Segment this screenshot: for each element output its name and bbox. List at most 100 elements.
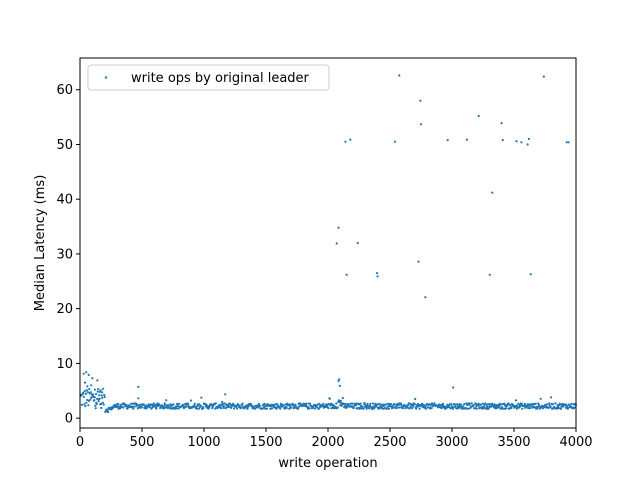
data-point	[241, 402, 244, 405]
data-point	[359, 402, 362, 405]
x-tick-label: 3500	[497, 435, 530, 450]
data-point	[282, 404, 285, 407]
data-point	[185, 405, 188, 408]
data-point	[92, 395, 95, 398]
data-point	[82, 391, 85, 394]
data-point	[177, 407, 180, 410]
data-point	[539, 397, 542, 400]
data-point	[452, 386, 455, 389]
data-point	[83, 390, 86, 393]
data-point	[308, 407, 311, 410]
data-point	[480, 403, 483, 406]
data-point	[136, 404, 139, 407]
data-point	[352, 406, 355, 410]
data-point	[100, 406, 103, 410]
data-point	[285, 406, 288, 410]
data-point	[384, 403, 387, 406]
data-point	[337, 226, 340, 229]
data-point	[85, 401, 88, 404]
data-point	[101, 401, 104, 404]
data-point	[163, 405, 166, 408]
data-point	[344, 140, 347, 143]
data-point	[327, 402, 330, 405]
data-point	[336, 406, 339, 409]
data-point	[550, 396, 553, 399]
data-point	[322, 402, 325, 405]
data-point	[126, 407, 129, 410]
data-point	[162, 407, 165, 410]
data-point	[477, 404, 480, 407]
data-point	[101, 391, 104, 394]
data-point	[324, 405, 327, 409]
data-point	[468, 402, 471, 405]
data-point	[288, 407, 291, 410]
data-point	[86, 391, 89, 394]
data-point	[98, 390, 101, 393]
data-point	[529, 407, 532, 410]
x-tick-label: 1500	[249, 435, 282, 450]
data-point	[417, 260, 420, 263]
data-point	[122, 406, 125, 409]
data-point	[559, 407, 563, 410]
data-point	[236, 407, 239, 410]
data-point	[137, 397, 140, 400]
data-point	[362, 407, 365, 410]
data-point	[102, 403, 105, 406]
data-point	[82, 372, 85, 375]
data-point	[487, 407, 490, 410]
data-point	[554, 402, 557, 405]
y-tick-label: 10	[56, 357, 73, 372]
data-point	[529, 273, 532, 276]
data-point	[514, 399, 518, 402]
data-point	[230, 406, 233, 409]
data-point	[83, 381, 87, 384]
data-point	[85, 389, 88, 392]
data-point	[308, 402, 312, 405]
data-point	[88, 388, 91, 391]
x-tick-label: 0	[76, 435, 84, 450]
data-point	[396, 406, 399, 409]
data-point	[221, 400, 224, 403]
data-point	[96, 390, 99, 393]
data-point	[472, 404, 475, 407]
data-point	[473, 407, 476, 410]
data-point	[200, 396, 203, 399]
data-point	[351, 402, 354, 405]
data-point	[328, 397, 331, 400]
data-point	[98, 397, 101, 400]
data-point	[233, 407, 236, 410]
data-point	[97, 388, 100, 391]
data-point	[378, 406, 382, 410]
data-point	[246, 407, 249, 410]
data-point	[520, 402, 523, 405]
data-point	[339, 399, 342, 402]
data-point	[570, 402, 573, 405]
data-point	[294, 404, 297, 407]
data-point	[82, 395, 85, 398]
data-point	[197, 407, 200, 410]
y-tick-label: 40	[56, 193, 73, 208]
data-point	[441, 402, 444, 405]
data-point	[189, 399, 193, 402]
data-point	[419, 123, 423, 126]
y-tick-label: 0	[65, 412, 73, 427]
data-point	[100, 402, 103, 405]
data-point	[214, 402, 217, 405]
data-point	[460, 403, 463, 406]
data-point	[288, 403, 291, 406]
data-point	[419, 99, 422, 102]
data-point	[279, 407, 282, 410]
data-point	[195, 407, 198, 410]
data-point	[103, 395, 106, 399]
data-point	[559, 403, 562, 406]
data-point	[338, 378, 341, 381]
x-axis-label: write operation	[278, 456, 377, 471]
data-point	[349, 138, 352, 141]
data-point	[491, 191, 494, 194]
data-point	[90, 384, 93, 387]
data-point	[290, 406, 293, 409]
data-point	[418, 407, 421, 410]
legend: write ops by original leader	[87, 64, 330, 91]
data-point	[103, 393, 106, 397]
data-point	[450, 403, 453, 406]
